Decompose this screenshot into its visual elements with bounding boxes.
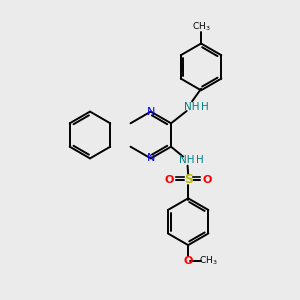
Text: O: O [164, 175, 174, 185]
Text: N: N [147, 106, 155, 117]
Text: H: H [201, 102, 208, 112]
Text: NH: NH [184, 102, 200, 112]
Text: S: S [184, 173, 193, 186]
Text: O: O [203, 175, 212, 185]
Text: CH$_3$: CH$_3$ [199, 254, 218, 267]
Text: N: N [147, 153, 155, 164]
Text: H: H [196, 155, 204, 165]
Text: CH$_3$: CH$_3$ [192, 21, 210, 33]
Text: O: O [184, 256, 193, 266]
Text: NH: NH [179, 155, 195, 165]
